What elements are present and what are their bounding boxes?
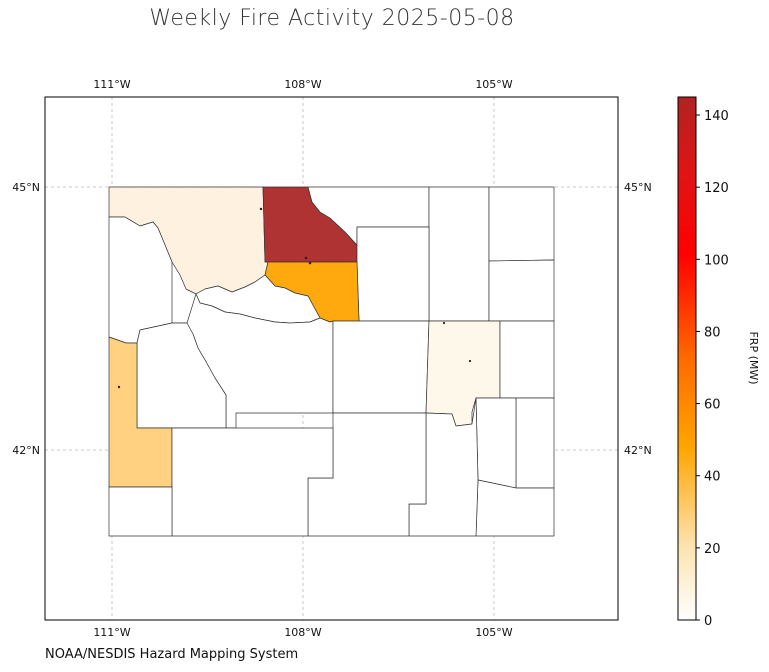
fire-point [117, 385, 121, 389]
lon-label-bottom: 105°W [475, 626, 512, 639]
county-niobrara[interactable] [499, 320, 555, 399]
colorbar-tick-label: 20 [704, 542, 721, 557]
county-crook[interactable] [488, 186, 555, 262]
colorbar-tick-label: 140 [704, 109, 729, 124]
lat-label-left: 45°N [12, 181, 40, 194]
lon-label-bottom: 111°W [93, 626, 130, 639]
colorbar-ticks: 0 20 40 60 80 100 120 140 [696, 109, 729, 629]
county-platte[interactable] [475, 397, 517, 489]
county-natrona[interactable] [332, 320, 430, 414]
county-johnson[interactable] [356, 226, 430, 322]
colorbar-tick-label: 0 [704, 614, 712, 629]
colorbar-label: FRP (MW) [747, 331, 760, 384]
fire-point [308, 261, 312, 265]
lat-labels-left: 45°N 42°N [12, 181, 40, 457]
fire-point [442, 321, 446, 325]
data-source-credit: NOAA/NESDIS Hazard Mapping System [45, 647, 299, 662]
map-frame [44, 96, 619, 621]
lat-label-right: 42°N [624, 444, 652, 457]
lon-label-top: 111°W [93, 78, 130, 91]
lon-label-top: 108°W [284, 78, 321, 91]
colorbar-tick-label: 100 [704, 253, 729, 268]
lon-labels-bottom: 111°W 108°W 105°W [93, 626, 512, 639]
lon-labels-top: 111°W 108°W 105°W [93, 78, 512, 91]
lon-label-top: 105°W [475, 78, 512, 91]
colorbar-tick-label: 60 [704, 398, 721, 413]
county-goshen[interactable] [515, 397, 555, 489]
county-weston[interactable] [488, 259, 555, 322]
county-campbell[interactable] [428, 186, 490, 322]
colorbar [677, 96, 697, 621]
lon-label-bottom: 108°W [284, 626, 321, 639]
fire-point [468, 359, 472, 363]
colorbar-tick-label: 80 [704, 325, 721, 340]
lat-label-left: 42°N [12, 444, 40, 457]
lat-label-right: 45°N [624, 181, 652, 194]
lat-labels-right: 45°N 42°N [624, 181, 652, 457]
fire-point [259, 207, 263, 211]
county-uinta[interactable] [108, 486, 173, 537]
fire-detections [117, 207, 472, 389]
colorbar-tick-label: 120 [704, 181, 729, 196]
fire-point [304, 256, 308, 260]
county-laramie[interactable] [475, 479, 555, 537]
county-layer [108, 186, 555, 537]
map-title: Weekly Fire Activity 2025-05-08 [149, 6, 515, 31]
colorbar-tick-label: 40 [704, 470, 721, 485]
